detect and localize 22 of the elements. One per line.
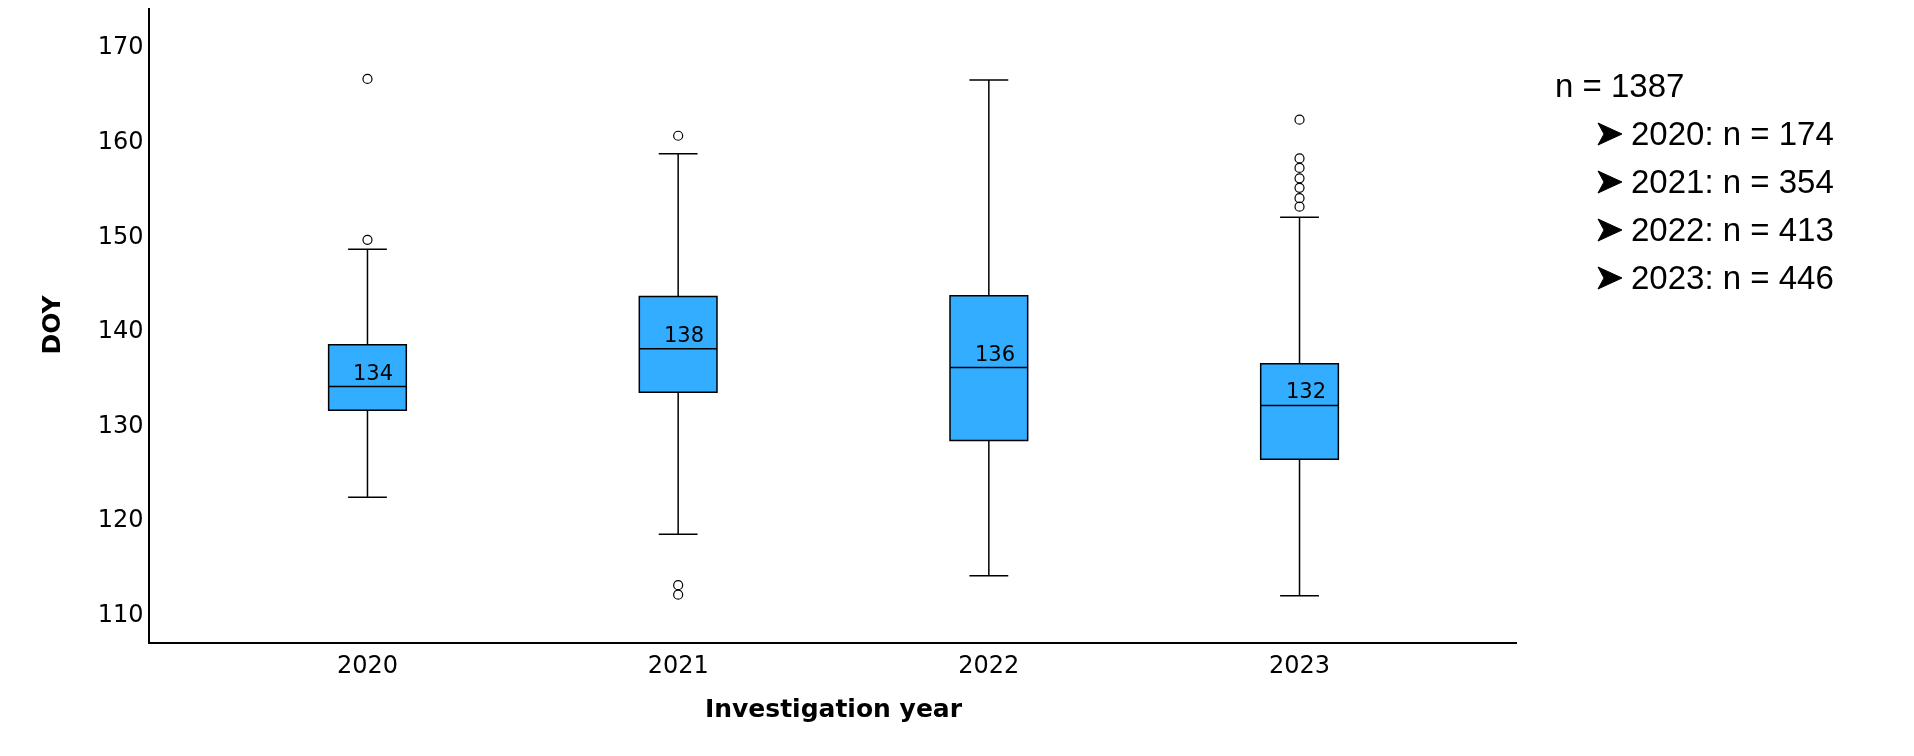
x-axis-title: Investigation year [704, 694, 963, 724]
text: 2021: n = 354 [1631, 162, 1834, 202]
annotation: 136 [975, 342, 1016, 366]
text: 2020: n = 174 [1631, 114, 1834, 154]
y-tick-label: 170 [97, 32, 144, 61]
annotation: 138 [664, 323, 705, 347]
text: 2022: n = 413 [1631, 210, 1834, 250]
y-axis-title: DOY [36, 294, 66, 355]
y-tick-label: 150 [97, 221, 144, 250]
y-tick-label: 160 [97, 126, 144, 155]
x-tick-label: 2022 [958, 650, 1020, 679]
annotation: 132 [1286, 379, 1327, 403]
x-tick-label: 2023 [1268, 650, 1331, 679]
y-tick-label: 130 [97, 410, 144, 439]
y-tick-label: 110 [97, 600, 144, 629]
text: n = 1387 [1555, 66, 1686, 106]
annotation: 134 [353, 361, 394, 385]
x-tick-label: 2021 [647, 650, 709, 679]
text: 2023: n = 446 [1631, 258, 1834, 298]
x-tick-label: 2020 [336, 650, 399, 679]
y-tick-label: 140 [97, 316, 144, 345]
y-tick-label: 120 [97, 505, 144, 534]
